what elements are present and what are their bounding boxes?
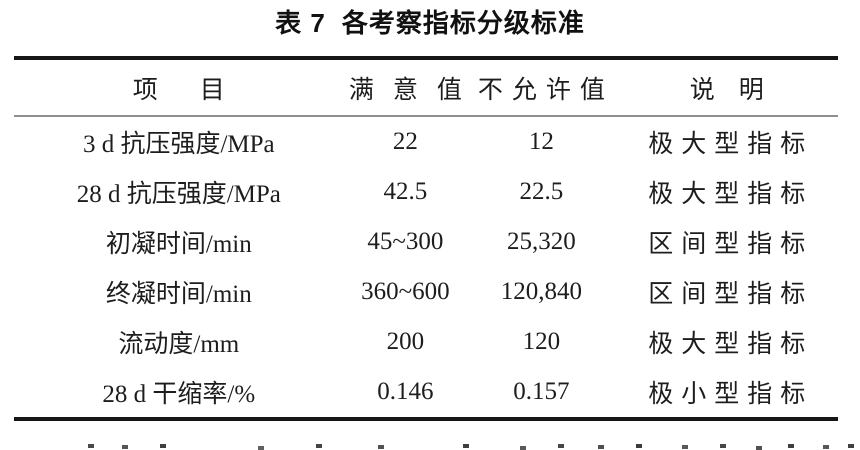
cell-satisfactory-value: 42.5 bbox=[383, 178, 428, 205]
header-row: 项目 满意值 不允许值 说明 bbox=[14, 58, 838, 117]
cell-satisfactory-value: 0.146 bbox=[377, 378, 434, 405]
table-row: 终凝时间/min 360~600 120,840 区间型指标 bbox=[14, 267, 838, 317]
column-header-satisfactory-value: 满意值 bbox=[343, 58, 468, 117]
cell-item: 流动度/mm bbox=[118, 331, 240, 358]
table-caption: 表 7 各考察指标分级标准 bbox=[0, 0, 860, 41]
cell-unacceptable-value: 12 bbox=[528, 128, 554, 155]
column-header-description: 说明 bbox=[615, 58, 838, 117]
cell-unacceptable-value: 0.157 bbox=[513, 378, 570, 405]
table-caption-label: 表 7 bbox=[275, 8, 326, 38]
cell-description: 极大型指标 bbox=[648, 331, 814, 358]
cell-satisfactory-value: 45~300 bbox=[367, 228, 444, 255]
table-caption-title: 各考察指标分级标准 bbox=[341, 8, 585, 38]
cell-description: 极小型指标 bbox=[648, 381, 814, 408]
cell-satisfactory-value: 22 bbox=[392, 128, 418, 155]
table-row: 初凝时间/min 45~300 25,320 区间型指标 bbox=[14, 217, 838, 267]
column-header-item: 项目 bbox=[14, 58, 344, 117]
cell-item: 3 d 抗压强度/MPa bbox=[82, 131, 275, 158]
cell-item: 28 d 干缩率/% bbox=[102, 381, 256, 408]
cell-item: 终凝时间/min bbox=[105, 281, 252, 308]
grading-standards-table: 项目 满意值 不允许值 说明 3 d 抗压强度/MPa 22 12 极大型指标 … bbox=[14, 56, 838, 421]
cell-description: 区间型指标 bbox=[648, 231, 814, 258]
cell-description: 区间型指标 bbox=[648, 281, 814, 308]
cell-satisfactory-value: 360~600 bbox=[361, 278, 450, 305]
cell-unacceptable-value: 22.5 bbox=[519, 178, 564, 205]
table-row: 3 d 抗压强度/MPa 22 12 极大型指标 bbox=[14, 116, 838, 167]
table-row: 28 d 干缩率/% 0.146 0.157 极小型指标 bbox=[14, 367, 838, 419]
cell-unacceptable-value: 120 bbox=[522, 328, 561, 355]
table-row: 28 d 抗压强度/MPa 42.5 22.5 极大型指标 bbox=[14, 167, 838, 217]
cell-unacceptable-value: 120,840 bbox=[500, 278, 582, 305]
cell-satisfactory-value: 200 bbox=[386, 328, 425, 355]
cell-unacceptable-value: 25,320 bbox=[506, 228, 576, 255]
column-header-unacceptable-value: 不允许值 bbox=[467, 58, 616, 117]
cropped-paragraph-glyph-tops bbox=[88, 444, 94, 448]
table-row: 流动度/mm 200 120 极大型指标 bbox=[14, 317, 838, 367]
cell-description: 极大型指标 bbox=[648, 131, 814, 158]
cell-item: 初凝时间/min bbox=[105, 231, 252, 258]
cell-description: 极大型指标 bbox=[648, 181, 814, 208]
cell-item: 28 d 抗压强度/MPa bbox=[76, 181, 281, 208]
